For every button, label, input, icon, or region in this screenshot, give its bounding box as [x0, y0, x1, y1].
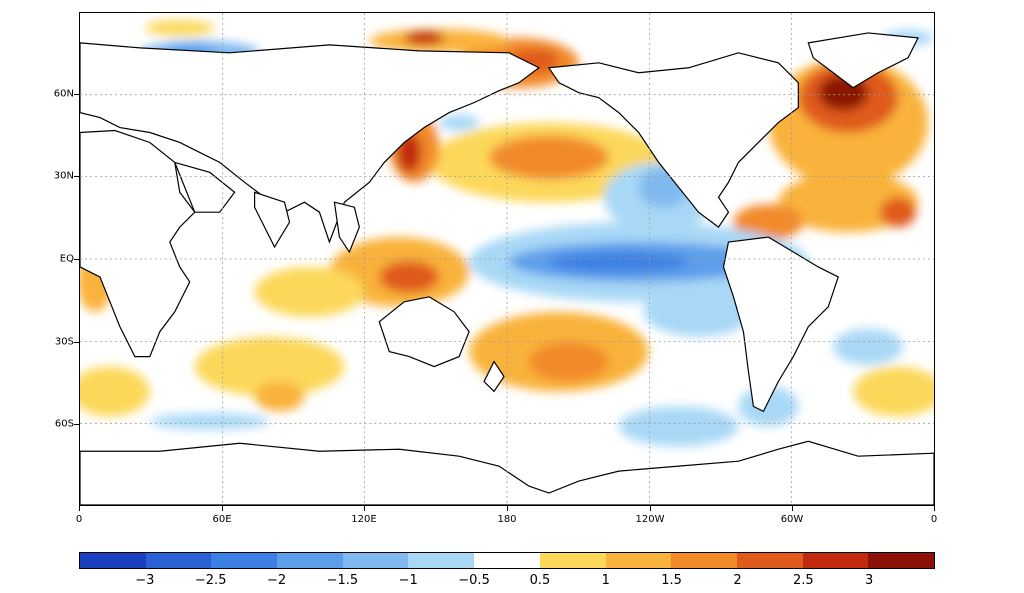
colorbar-segment: [145, 553, 212, 568]
colorbar-segment: [736, 553, 803, 568]
landmass-arabia: [173, 161, 236, 213]
lat-tick: [74, 342, 79, 343]
lon-tick: [79, 506, 80, 511]
lon-label-0-right: 0: [930, 514, 938, 525]
colorbar-label: 3: [865, 573, 874, 588]
lon-tick: [792, 506, 793, 511]
lon-label-60e: 60E: [212, 514, 232, 525]
colorbar-label: −2.5: [194, 573, 227, 588]
colorbar-segment: [539, 553, 606, 568]
colorbar-label: 0.5: [529, 573, 551, 588]
lat-tick: [74, 259, 79, 260]
colorbar-segment: [671, 553, 737, 568]
lon-label-0-left: 0: [75, 514, 83, 525]
warm-anomaly-south-pacific-core: [528, 341, 609, 382]
warm-anomaly-arctic-core: [404, 30, 445, 45]
lat-label-30s: 30S: [54, 336, 74, 348]
lon-label-180: 180: [497, 514, 517, 525]
colorbar: [79, 552, 935, 569]
landmass-indochina: [333, 201, 360, 254]
lat-label-60s: 60S: [54, 418, 74, 430]
lon-label-120e: 120E: [351, 514, 377, 525]
lon-tick: [650, 506, 651, 511]
colorbar-segment: [80, 553, 146, 568]
lat-tick: [74, 94, 79, 95]
lon-label-60w: 60W: [780, 514, 804, 525]
colorbar-label: 2.5: [792, 573, 814, 588]
colorbar-label: 1: [601, 573, 610, 588]
colorbar-segment: [277, 553, 343, 568]
colorbar-segment: [868, 553, 934, 568]
lon-label-120w: 120W: [635, 514, 665, 525]
lon-tick: [507, 506, 508, 511]
lat-label-30n: 30N: [53, 170, 74, 182]
cold-anomaly-south-pacific-deep: [618, 406, 739, 447]
warm-anomaly-south-indian: [194, 336, 345, 397]
landmass-south-america: [722, 236, 839, 413]
landmass-australia: [378, 296, 470, 368]
colorbar-segment: [408, 553, 475, 568]
cold-anomaly-north-pacific-west: [439, 114, 480, 131]
cold-anomaly-south-atlantic: [833, 328, 904, 365]
lon-tick: [934, 506, 935, 511]
landmass-north-america: [547, 52, 799, 228]
colorbar-segment: [474, 553, 540, 568]
warm-anomaly-south-atlantic: [80, 366, 150, 417]
warm-anomaly-north-pacific-core: [489, 135, 609, 180]
lon-tick: [222, 506, 223, 511]
warm-anomaly-south-atlantic-east: [853, 366, 934, 417]
warm-anomaly-atlantic-east: [880, 197, 917, 228]
colorbar-segment: [342, 553, 409, 568]
cold-anomaly-southeast-pacific: [643, 286, 754, 337]
landmass-eurasia: [80, 42, 541, 244]
cold-anomaly-equatorial-pacific-core: [548, 252, 689, 272]
colorbar-segment: [802, 553, 869, 568]
warm-anomaly-caribbean: [733, 204, 804, 241]
warm-anomaly-indonesia-core: [379, 260, 440, 293]
warm-anomaly-arctic-west: [144, 19, 215, 36]
landmass-new-zealand: [483, 360, 505, 393]
colorbar-label: −1.5: [326, 573, 359, 588]
colorbar-segment: [605, 553, 672, 568]
warm-anomaly-south-indian-patch: [254, 381, 305, 412]
lat-tick: [74, 176, 79, 177]
lat-label-60n: 60N: [53, 88, 74, 100]
world-map: [79, 12, 935, 506]
lat-label-eq: EQ: [59, 253, 74, 265]
colorbar-label: −2: [266, 573, 287, 588]
colorbar-segment: [211, 553, 278, 568]
map-canvas: [80, 13, 934, 505]
lon-tick: [364, 506, 365, 511]
colorbar-label: 1.5: [661, 573, 682, 588]
landmass-india: [253, 191, 291, 249]
colorbar-label: −3: [135, 573, 155, 588]
graticule: [80, 13, 934, 505]
lat-tick: [74, 424, 79, 425]
colorbar-label: −0.5: [458, 573, 490, 588]
landmass-greenland: [807, 32, 919, 89]
warm-anomaly-indian-ocean: [254, 266, 365, 317]
colorbar-label: 2: [733, 573, 742, 588]
colorbar-label: −1: [398, 573, 418, 588]
cold-anomaly-southern-ocean: [149, 413, 270, 430]
